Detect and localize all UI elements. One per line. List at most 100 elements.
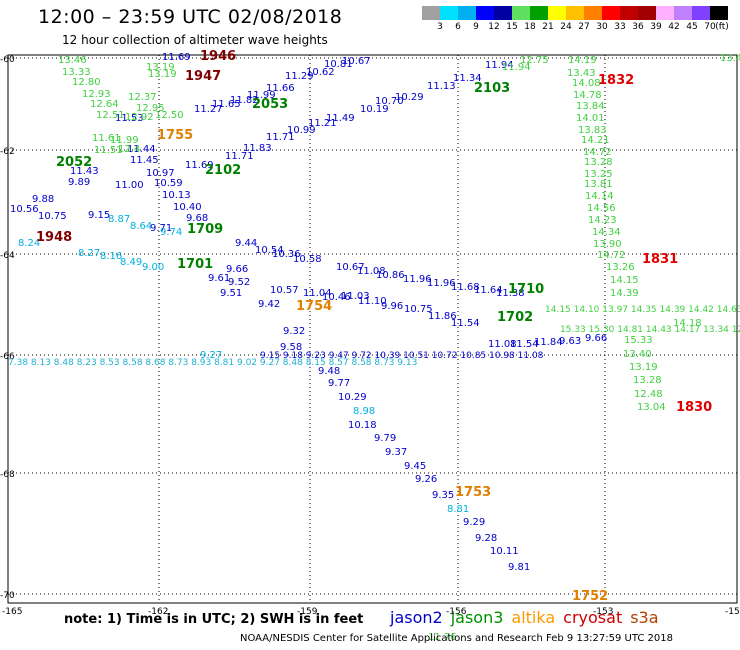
swh-value-jason3: 13.25	[584, 169, 613, 180]
swh-value-jason2: 11.38	[496, 288, 525, 299]
swh-value-altika: 9.27	[200, 350, 222, 361]
swh-value-jason2: 11.71	[225, 151, 254, 162]
swh-value-jason3: 13.83	[578, 125, 607, 136]
swh-value-jason3: 11.61	[92, 133, 121, 144]
swh-value-jason3: 13.19	[148, 69, 177, 80]
swh-value-jason2: 11.13	[427, 81, 456, 92]
swh-value-jason3: 13.33	[62, 67, 91, 78]
swh-value-jason2: 10.58	[293, 254, 322, 265]
credit-footer: NOAA/NESDIS Center for Satellite Applica…	[240, 633, 673, 644]
swh-value-jason2: 10.29	[395, 92, 424, 103]
swh-value-jason2: 9.51	[220, 288, 242, 299]
y-tick-label: -66	[0, 352, 15, 362]
swh-value-jason2: 11.82	[230, 95, 259, 106]
swh-value-jason3: 12.92	[125, 112, 154, 123]
legend-cryosat: cryosat	[563, 608, 623, 627]
swh-value-jason3: 14.78	[573, 90, 602, 101]
colorbar-label: 6	[455, 22, 461, 32]
swh-value-jason3: 12.64	[90, 99, 119, 110]
swh-value-jason2: 11.69	[185, 160, 214, 171]
colorbar-label: 3	[437, 22, 443, 32]
pass-time-label: 1752	[572, 589, 608, 604]
swh-value-jason2: 9.37	[385, 447, 407, 458]
colorbar-label: 33	[614, 22, 626, 32]
pass-time-label: 1702	[497, 310, 533, 325]
x-tick-label: -165	[2, 607, 22, 617]
swh-value-jason3: 14.14	[585, 191, 614, 202]
colorbar-swatch	[512, 6, 530, 20]
colorbar-swatch	[620, 6, 638, 20]
swh-value-jason2: 11.96	[427, 278, 456, 289]
colorbar-label: 15	[506, 22, 518, 32]
swh-value-jason3: 11.99	[110, 135, 139, 146]
colorbar-swatch	[602, 6, 620, 20]
swh-value-jason2: 11.71	[266, 132, 295, 143]
colorbar-label: 12	[488, 22, 500, 32]
swh-value-jason2: 10.67	[336, 262, 365, 273]
swh-value-jason2: 11.54	[451, 318, 480, 329]
swh-value-jason2: 9.29	[463, 517, 485, 528]
swh-value-jason3: 11.94	[502, 62, 531, 73]
colorbar-swatch	[638, 6, 656, 20]
swh-value-jason2: 10.11	[490, 546, 519, 557]
pass-time-label: 2102	[205, 163, 241, 178]
pass-time-label: 1755	[157, 128, 193, 143]
pass-time-label: 1831	[642, 252, 678, 267]
colorbar-swatch	[674, 6, 692, 20]
swh-value-jason3: 15.33	[624, 335, 653, 346]
swh-value-jason2: 11.08	[488, 339, 517, 350]
swh-value-jason2: 11.29	[285, 71, 314, 82]
swh-value-jason2: 11.45	[130, 155, 159, 166]
swh-value-jason2: 10.81	[324, 59, 353, 70]
swh-value-jason3: 14.15	[610, 275, 639, 286]
swh-value-jason2: 11.00	[115, 180, 144, 191]
swh-value-jason2: 10.36	[272, 249, 301, 260]
pass-time-label: 1701	[177, 257, 213, 272]
colorbar-label: 18	[524, 22, 536, 32]
swh-value-jason3: 12.51	[96, 110, 125, 121]
swh-value-altika: 8.49	[120, 257, 142, 268]
swh-value-jason2: 10.75	[38, 211, 67, 222]
swh-value-jason3: 14.34	[592, 227, 621, 238]
colorbar-label: 30	[596, 22, 608, 32]
swh-value-jason2: 9.52	[228, 277, 250, 288]
swh-value-altika: 8.24	[18, 238, 40, 249]
colorbar-label: 27	[578, 22, 590, 32]
swh-value-jason3: 12.4	[118, 144, 140, 155]
swh-value-jason3: 14.72	[597, 250, 626, 261]
swh-value-jason2: 11.04	[303, 288, 332, 299]
swh-value-jason2: 11.84	[534, 337, 563, 348]
colorbar-label: 9	[473, 22, 479, 32]
swh-value-jason3: 14.18	[673, 318, 702, 329]
swh-value-jason3: 13.90	[593, 239, 622, 250]
colorbar-swatch	[656, 6, 674, 20]
swh-value-jason2: 10.75	[404, 304, 433, 315]
swh-value-jason2: 10.86	[376, 270, 405, 281]
swh-value-jason2: 9.89	[68, 177, 90, 188]
swh-value-jason2: 11.86	[428, 311, 457, 322]
swh-value-jason2: 10.62	[306, 67, 335, 78]
pass-time-label: 1710	[508, 282, 544, 297]
swh-value-jason3: 12.48	[634, 389, 663, 400]
swh-value-altika: 8.87	[108, 214, 130, 225]
swh-value-jason3: 13.40	[623, 349, 652, 360]
colorbar-swatch	[440, 6, 458, 20]
swh-value-jason2: 11.96	[403, 274, 432, 285]
swh-value-jason2: 10.40	[173, 202, 202, 213]
swh-value-jason2: 11.34	[453, 73, 482, 84]
swh-value-jason3: 13.81	[584, 179, 613, 190]
satellite-legend: jason2 jason3 altika cryosat s3a	[390, 608, 667, 627]
y-tick-label: -68	[0, 470, 15, 480]
swh-value-jason2: 9.26	[415, 474, 437, 485]
swh-value-jason2: 10.13	[162, 190, 191, 201]
swh-value-jason3: 14.21	[581, 135, 610, 146]
colorbar-label: 45	[686, 22, 698, 32]
swh-value-altika: 8.27	[78, 248, 100, 259]
swh-value-jason2: 9.81	[508, 562, 530, 573]
pass-time-label: 1946	[200, 49, 236, 64]
swh-value-jason3: 12.93	[82, 89, 111, 100]
swh-value-jason3: 11.51	[94, 145, 123, 156]
y-tick-label: -64	[0, 251, 15, 261]
pass-time-label: 2103	[474, 81, 510, 96]
colorbar-swatch	[584, 6, 602, 20]
